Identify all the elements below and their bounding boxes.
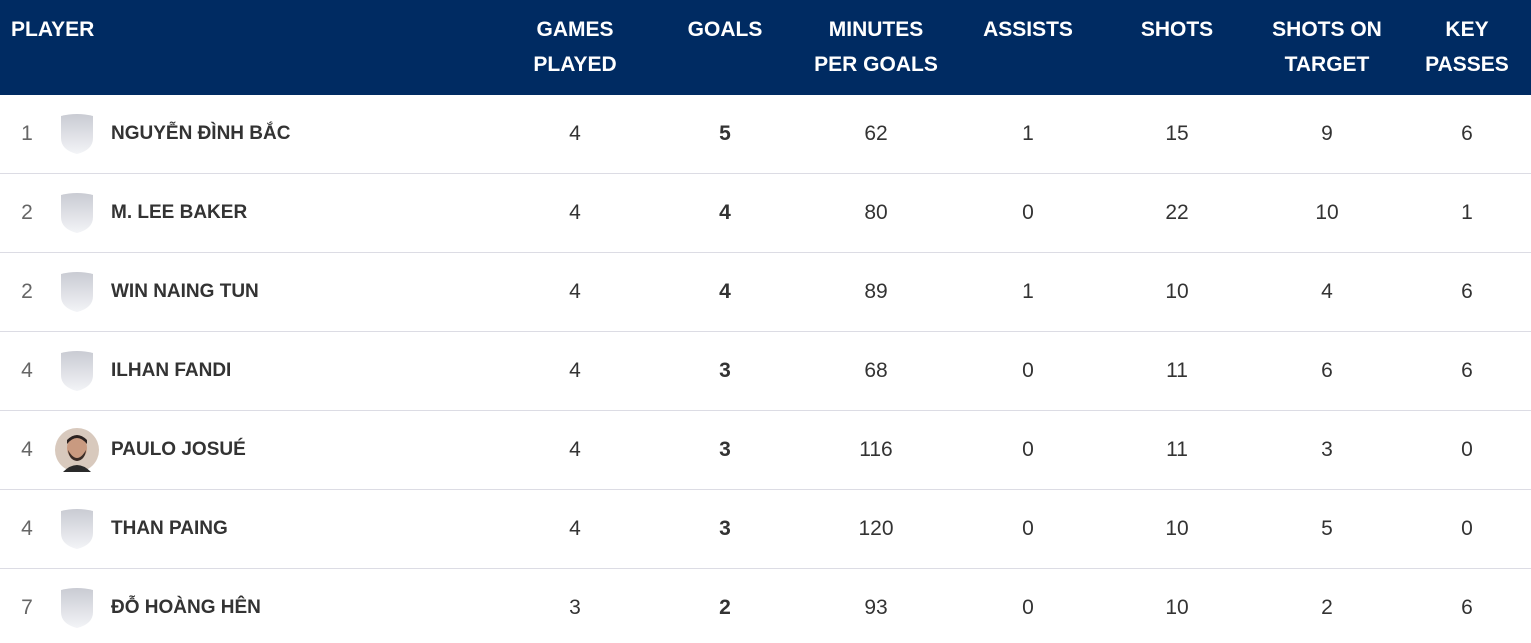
- stat-cell: 5: [1321, 517, 1333, 540]
- player-name: NGUYỄN ĐÌNH BẮC: [111, 123, 291, 144]
- rank: 1: [21, 122, 33, 145]
- stat-cell: 11: [1166, 438, 1188, 461]
- table-row: 2 WIN NAING TUN 4 4 89 1 10 4 6: [0, 253, 1531, 332]
- table-row: 4 ILHAN FANDI 4 3 68 0 11 6 6: [0, 332, 1531, 411]
- header-line: SHOTS ON: [1272, 18, 1382, 41]
- stat-cell: 0: [1461, 438, 1473, 461]
- stat-cell: 6: [1461, 359, 1473, 382]
- column-header: SHOTS: [1141, 12, 1213, 47]
- stat-cell: 4: [569, 359, 581, 382]
- player-name: THAN PAING: [111, 518, 228, 539]
- player-avatar: [55, 270, 99, 314]
- stat-cell: 1: [1022, 280, 1034, 303]
- stat-cell: 15: [1165, 122, 1189, 145]
- player-avatar: [55, 191, 99, 235]
- header-line: GOALS: [687, 18, 763, 41]
- rank: 2: [21, 280, 33, 303]
- stat-cell: 10: [1315, 201, 1339, 224]
- player-name: PAULO JOSUÉ: [111, 439, 246, 460]
- header-line: PASSES: [1425, 53, 1509, 76]
- rank: 2: [21, 201, 33, 224]
- goals-cell: 2: [719, 596, 731, 619]
- table-row: 1 NGUYỄN ĐÌNH BẮC 4 5 62 1 15 9 6: [0, 95, 1531, 174]
- column-header: GOALS: [688, 12, 763, 47]
- stat-cell: 3: [569, 596, 581, 619]
- stat-cell: 80: [864, 201, 888, 224]
- header-line: ASSISTS: [983, 18, 1073, 41]
- stat-cell: 11: [1166, 359, 1188, 382]
- table-header: PLAYER GAMES PLAYED GOALS MINUTES PER GOALS AS…: [0, 0, 1531, 95]
- header-line: GAMES: [536, 18, 614, 41]
- column-header: SHOTS ON TARGET: [1272, 12, 1382, 82]
- stat-cell: 0: [1022, 438, 1034, 461]
- goals-cell: 4: [719, 280, 731, 303]
- goals-cell: 4: [719, 201, 731, 224]
- stat-cell: 10: [1165, 280, 1189, 303]
- stat-cell: 4: [569, 438, 581, 461]
- stat-cell: 22: [1165, 201, 1189, 224]
- goals-cell: 5: [719, 122, 731, 145]
- column-header: MINUTES PER GOALS: [814, 12, 938, 82]
- goals-cell: 3: [719, 517, 731, 540]
- stat-cell: 0: [1022, 359, 1034, 382]
- stat-cell: 3: [1321, 438, 1333, 461]
- stat-cell: 10: [1165, 517, 1189, 540]
- stat-cell: 0: [1022, 517, 1034, 540]
- goals-cell: 3: [719, 359, 731, 382]
- stat-cell: 4: [569, 280, 581, 303]
- player-name: ĐỖ HOÀNG HÊN: [111, 597, 261, 618]
- stat-cell: 4: [569, 517, 581, 540]
- stat-cell: 89: [864, 280, 888, 303]
- header-line: PLAYER: [11, 18, 95, 41]
- player-avatar: [55, 428, 99, 472]
- stat-cell: 93: [864, 596, 888, 619]
- rank: 4: [21, 359, 33, 382]
- stat-cell: 0: [1461, 517, 1473, 540]
- stat-cell: 4: [569, 201, 581, 224]
- stat-cell: 6: [1461, 122, 1473, 145]
- column-header: PLAYER: [11, 12, 94, 47]
- header-line: PER GOALS: [814, 53, 938, 76]
- table-row: 7 ĐỖ HOÀNG HÊN 3 2 93 0 10 2 6: [0, 569, 1531, 643]
- stat-cell: 6: [1461, 280, 1473, 303]
- column-header: ASSISTS: [983, 12, 1073, 47]
- stat-cell: 9: [1321, 122, 1333, 145]
- column-header: GAMES PLAYED: [533, 12, 616, 82]
- rank: 7: [21, 596, 33, 619]
- header-line: SHOTS: [1140, 18, 1214, 41]
- player-name: WIN NAING TUN: [111, 281, 259, 302]
- stat-cell: 10: [1165, 596, 1189, 619]
- table-row: 4 THAN PAING 4 3 120 0 10 5 0: [0, 490, 1531, 569]
- stat-cell: 4: [1321, 280, 1333, 303]
- rank: 4: [21, 438, 33, 461]
- stat-cell: 6: [1461, 596, 1473, 619]
- stat-cell: 116: [859, 438, 893, 461]
- player-name: M. LEE BAKER: [111, 202, 248, 223]
- table-row: 4 PAULO JOSUÉ 4 3 116 0 11 3 0: [0, 411, 1531, 490]
- stat-cell: 1: [1461, 201, 1473, 224]
- goals-cell: 3: [719, 438, 731, 461]
- player-name: ILHAN FANDI: [111, 360, 232, 381]
- stat-cell: 2: [1321, 596, 1333, 619]
- rank: 4: [21, 517, 33, 540]
- header-line: KEY: [1445, 18, 1489, 41]
- stat-cell: 4: [569, 122, 581, 145]
- column-header: KEY PASSES: [1425, 12, 1509, 82]
- stat-cell: 68: [864, 359, 888, 382]
- stat-cell: 1: [1022, 122, 1034, 145]
- stat-cell: 120: [858, 517, 894, 540]
- stat-cell: 0: [1022, 596, 1034, 619]
- player-avatar: [55, 507, 99, 551]
- header-line: MINUTES: [828, 18, 924, 41]
- table-row: 2 M. LEE BAKER 4 4 80 0 22 10 1: [0, 174, 1531, 253]
- stat-cell: 6: [1321, 359, 1333, 382]
- stat-cell: 0: [1022, 201, 1034, 224]
- player-avatar: [55, 586, 99, 630]
- player-avatar: [55, 112, 99, 156]
- stat-cell: 62: [864, 122, 888, 145]
- header-line: PLAYED: [533, 53, 617, 76]
- header-line: TARGET: [1284, 53, 1370, 76]
- player-avatar: [55, 349, 99, 393]
